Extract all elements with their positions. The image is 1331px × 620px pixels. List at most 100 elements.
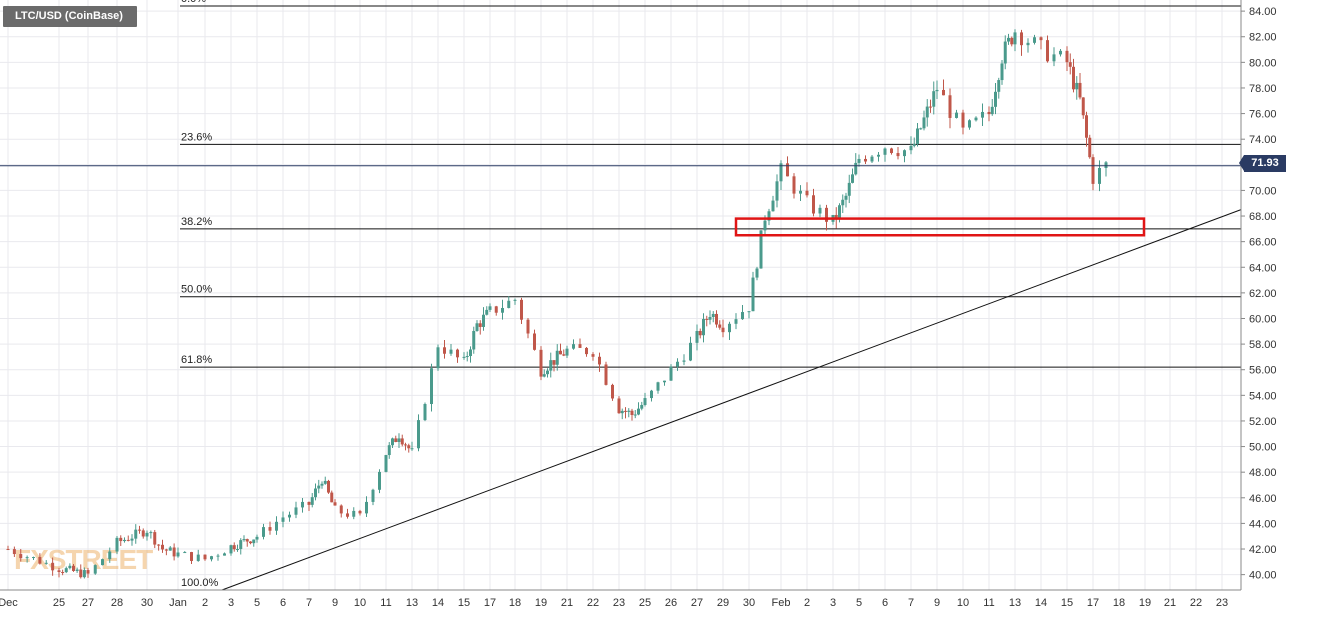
x-tick-label: 30 bbox=[743, 597, 755, 609]
candle-body bbox=[301, 501, 304, 508]
x-tick-label: 14 bbox=[432, 597, 444, 609]
candle-body bbox=[640, 404, 644, 409]
candle-body bbox=[394, 438, 398, 443]
x-tick-label: 10 bbox=[354, 597, 366, 609]
y-tick-label: 68.00 bbox=[1249, 211, 1277, 223]
x-tick-label: 21 bbox=[561, 597, 573, 609]
x-tick-label: 3 bbox=[830, 597, 836, 609]
candle-body bbox=[851, 174, 854, 183]
candle-body bbox=[317, 485, 321, 489]
y-axis: 84.0082.0080.0078.0076.0074.0072.0070.00… bbox=[1241, 6, 1277, 582]
candle-body bbox=[877, 154, 880, 157]
candle-body bbox=[591, 354, 595, 357]
candle-body bbox=[475, 323, 479, 331]
candle-body bbox=[1068, 62, 1072, 67]
candle-body bbox=[86, 570, 90, 574]
candle-body bbox=[864, 158, 867, 162]
candle-body bbox=[494, 306, 498, 313]
candle-body bbox=[320, 483, 324, 486]
candle-body bbox=[948, 95, 952, 118]
candle-body bbox=[108, 551, 112, 560]
x-tick-label: 2 bbox=[804, 597, 810, 609]
candle-body bbox=[417, 420, 420, 449]
y-tick-label: 62.00 bbox=[1249, 288, 1277, 300]
candle-body bbox=[138, 529, 141, 531]
y-tick-label: 80.00 bbox=[1249, 57, 1277, 69]
candle-body bbox=[134, 529, 138, 539]
candle-body bbox=[705, 318, 709, 320]
candle-body bbox=[12, 549, 16, 555]
candle-body bbox=[779, 163, 783, 182]
candle-body bbox=[410, 448, 414, 450]
candle-body bbox=[19, 554, 23, 559]
candle-body bbox=[172, 547, 176, 557]
candle-body bbox=[799, 190, 802, 194]
candle-body bbox=[627, 410, 631, 412]
candle-body bbox=[1088, 137, 1092, 158]
candle-body bbox=[630, 410, 634, 415]
candle-body bbox=[1104, 162, 1108, 168]
candle-body bbox=[130, 538, 134, 541]
candle-body bbox=[1010, 37, 1014, 45]
candle-body bbox=[400, 438, 404, 445]
candle-body bbox=[79, 569, 83, 578]
candle-body bbox=[844, 195, 848, 200]
candle-body bbox=[896, 153, 900, 157]
x-tick-label: 18 bbox=[509, 597, 521, 609]
candle-body bbox=[268, 527, 272, 531]
candle-body bbox=[64, 568, 68, 573]
candle-body bbox=[812, 195, 815, 214]
support-zone-box bbox=[734, 217, 1146, 237]
x-tick-label: 13 bbox=[1009, 597, 1021, 609]
candle-body bbox=[1039, 37, 1043, 41]
candle-body bbox=[747, 311, 751, 313]
candle-body bbox=[183, 552, 187, 554]
candle-body bbox=[903, 150, 906, 157]
candle-body bbox=[507, 300, 511, 308]
candle-body bbox=[805, 190, 809, 196]
candle-body bbox=[149, 532, 153, 534]
candle-body bbox=[101, 559, 104, 566]
candle-body bbox=[423, 404, 427, 421]
x-tick-label: 23 bbox=[613, 597, 625, 609]
candle-body bbox=[1075, 82, 1079, 90]
candle-body bbox=[711, 313, 715, 317]
candle-body bbox=[565, 348, 569, 356]
candle-body bbox=[75, 569, 79, 571]
candle-body bbox=[818, 207, 822, 214]
candle-body bbox=[1000, 63, 1004, 81]
candle-body bbox=[387, 445, 391, 456]
fib-level-label: 0.0% bbox=[181, 0, 206, 5]
x-tick-label: 10 bbox=[957, 597, 969, 609]
x-tick-label: 30 bbox=[141, 597, 153, 609]
candle-body bbox=[330, 492, 334, 503]
y-tick-label: 76.00 bbox=[1249, 109, 1277, 121]
candle-body bbox=[126, 539, 130, 541]
candle-body bbox=[281, 517, 285, 522]
candle-body bbox=[1046, 40, 1049, 62]
candle-body bbox=[526, 319, 530, 334]
candle-body bbox=[57, 570, 61, 573]
candle-body bbox=[929, 106, 932, 108]
candle-body bbox=[555, 350, 559, 365]
candles bbox=[6, 29, 1108, 579]
y-tick-label: 74.00 bbox=[1249, 134, 1277, 146]
x-tick-label: 7 bbox=[908, 597, 914, 609]
y-tick-label: 70.00 bbox=[1249, 185, 1277, 197]
candle-body bbox=[1098, 167, 1101, 184]
candle-body bbox=[834, 214, 838, 220]
candle-body bbox=[539, 349, 543, 377]
candle-body bbox=[620, 410, 624, 414]
x-tick-label: Jan bbox=[169, 597, 187, 609]
candle-body bbox=[663, 380, 666, 383]
candle-body bbox=[255, 536, 259, 540]
x-tick-label: Dec bbox=[0, 597, 18, 609]
candle-body bbox=[1085, 115, 1088, 138]
fib-level-label: 100.0% bbox=[181, 577, 219, 589]
candle-body bbox=[6, 549, 10, 551]
candle-body bbox=[436, 347, 440, 369]
x-tick-label: 19 bbox=[1139, 597, 1151, 609]
candle-body bbox=[1052, 54, 1056, 62]
candle-body bbox=[847, 182, 851, 196]
